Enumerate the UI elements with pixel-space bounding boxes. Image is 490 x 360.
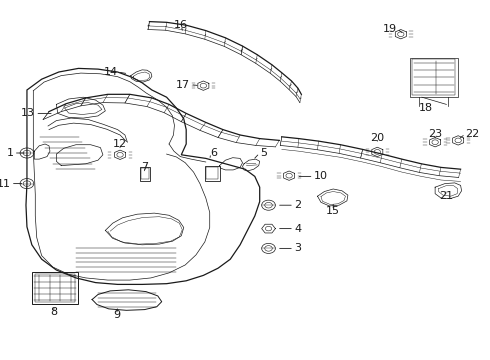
Bar (205, 166, 220, 181)
Text: 11: 11 (0, 179, 11, 189)
Text: 20: 20 (370, 132, 384, 143)
Bar (141, 168, 149, 179)
Text: 9: 9 (113, 310, 120, 320)
Bar (412, 59, 455, 95)
Text: 22: 22 (466, 129, 480, 139)
Bar (410, 58, 458, 97)
Bar (35, 274, 75, 302)
Text: 15: 15 (326, 206, 340, 216)
Text: 14: 14 (103, 67, 118, 77)
Text: 4: 4 (294, 224, 301, 234)
Text: 13: 13 (21, 108, 35, 118)
Text: 6: 6 (211, 148, 218, 158)
Text: 12: 12 (113, 139, 127, 149)
Text: 8: 8 (50, 307, 57, 318)
Text: 1: 1 (7, 148, 14, 158)
Text: 23: 23 (428, 129, 442, 139)
Bar (206, 167, 218, 179)
Text: 3: 3 (294, 243, 301, 253)
Text: 17: 17 (176, 80, 190, 90)
Text: 5: 5 (260, 148, 267, 158)
Bar (32, 272, 78, 304)
Text: 2: 2 (294, 200, 301, 210)
Text: 19: 19 (383, 24, 397, 34)
Text: 10: 10 (314, 171, 328, 181)
Text: 21: 21 (439, 191, 453, 201)
Text: 16: 16 (174, 20, 188, 30)
Text: 18: 18 (419, 103, 433, 113)
Bar (140, 167, 150, 181)
Text: 7: 7 (141, 162, 148, 172)
